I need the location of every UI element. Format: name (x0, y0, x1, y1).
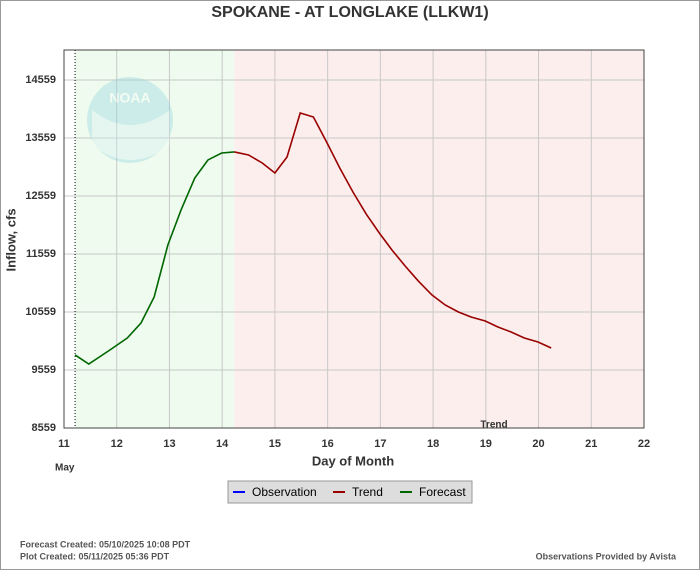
x-tick-label: 16 (322, 438, 334, 450)
month-label: May (55, 463, 75, 474)
x-tick-label: 15 (269, 438, 281, 450)
legend-label: Forecast (419, 485, 466, 499)
annotation: Trend (480, 420, 507, 431)
y-tick-label: 10559 (25, 306, 56, 318)
x-tick-label: 22 (638, 438, 650, 450)
legend-box (227, 480, 473, 504)
y-tick-label: 8559 (32, 422, 56, 434)
logo: NOAA (87, 77, 173, 163)
y-tick-label: 14559 (25, 74, 56, 86)
logo-wave (92, 110, 170, 160)
x-tick-label: 20 (532, 438, 544, 450)
series-line (74, 151, 235, 365)
forecast-region (75, 50, 235, 428)
legend-label: Observation (252, 485, 317, 499)
x-tick-label: 14 (216, 438, 229, 450)
x-tick-label: 11 (58, 438, 70, 450)
y-axis-label: Inflow, cfs (3, 208, 18, 271)
x-tick-label: 13 (163, 438, 175, 450)
logo-text: NOAA (109, 90, 150, 106)
logo-circle (87, 77, 173, 163)
y-tick-label: 12559 (25, 190, 56, 202)
trend-region (234, 50, 645, 428)
x-tick-label: 19 (480, 438, 492, 450)
y-tick-label: 9559 (32, 364, 56, 376)
y-tick-label: 13559 (25, 132, 56, 144)
footer-text: Forecast Created: 05/10/2025 10:08 PDT (20, 539, 191, 549)
legend-label: Trend (352, 485, 383, 499)
chart-title: SPOKANE - AT LONGLAKE (LLKW1) (211, 4, 488, 21)
plot-border (63, 49, 645, 429)
y-tick-label: 11559 (26, 248, 56, 260)
series-line (234, 111, 552, 349)
footer-text: Observations Provided by Avista (536, 551, 677, 561)
x-tick-label: 17 (374, 438, 386, 450)
x-tick-label: 12 (111, 438, 123, 450)
x-tick-label: 21 (585, 438, 597, 450)
footer-text: Plot Created: 05/11/2025 05:36 PDT (20, 551, 170, 561)
x-axis-label: Day of Month (312, 453, 394, 468)
x-tick-label: 18 (427, 438, 439, 450)
